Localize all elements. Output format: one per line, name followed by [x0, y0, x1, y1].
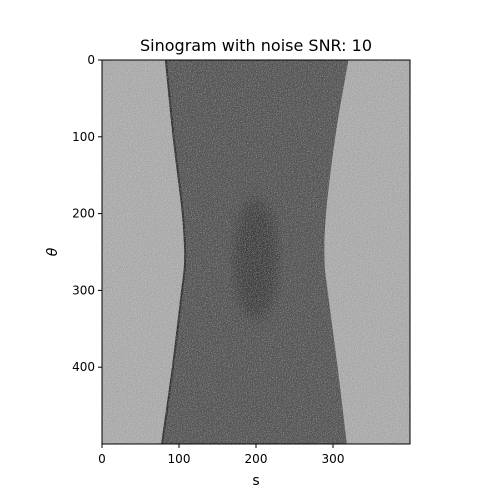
y-axis-ticks: 0 100 200 300 400	[72, 53, 102, 374]
chart-title: Sinogram with noise SNR: 10	[140, 36, 372, 55]
sinogram-image	[102, 60, 410, 444]
y-tick-label: 200	[72, 207, 95, 221]
x-tick-label: 0	[98, 452, 106, 466]
x-axis-ticks: 0 100 200 300	[98, 444, 344, 466]
x-tick-label: 300	[322, 452, 345, 466]
y-tick-label: 400	[72, 360, 95, 374]
sinogram-dark-center	[234, 199, 278, 320]
y-tick-label: 300	[72, 283, 95, 297]
x-axis-label: s	[252, 473, 259, 489]
y-tick-label: 100	[72, 130, 95, 144]
y-tick-label: 0	[87, 53, 95, 67]
sinogram-left-edge	[161, 60, 187, 444]
x-tick-label: 100	[168, 452, 191, 466]
x-tick-label: 200	[245, 452, 268, 466]
y-axis-label: θ	[45, 247, 61, 256]
